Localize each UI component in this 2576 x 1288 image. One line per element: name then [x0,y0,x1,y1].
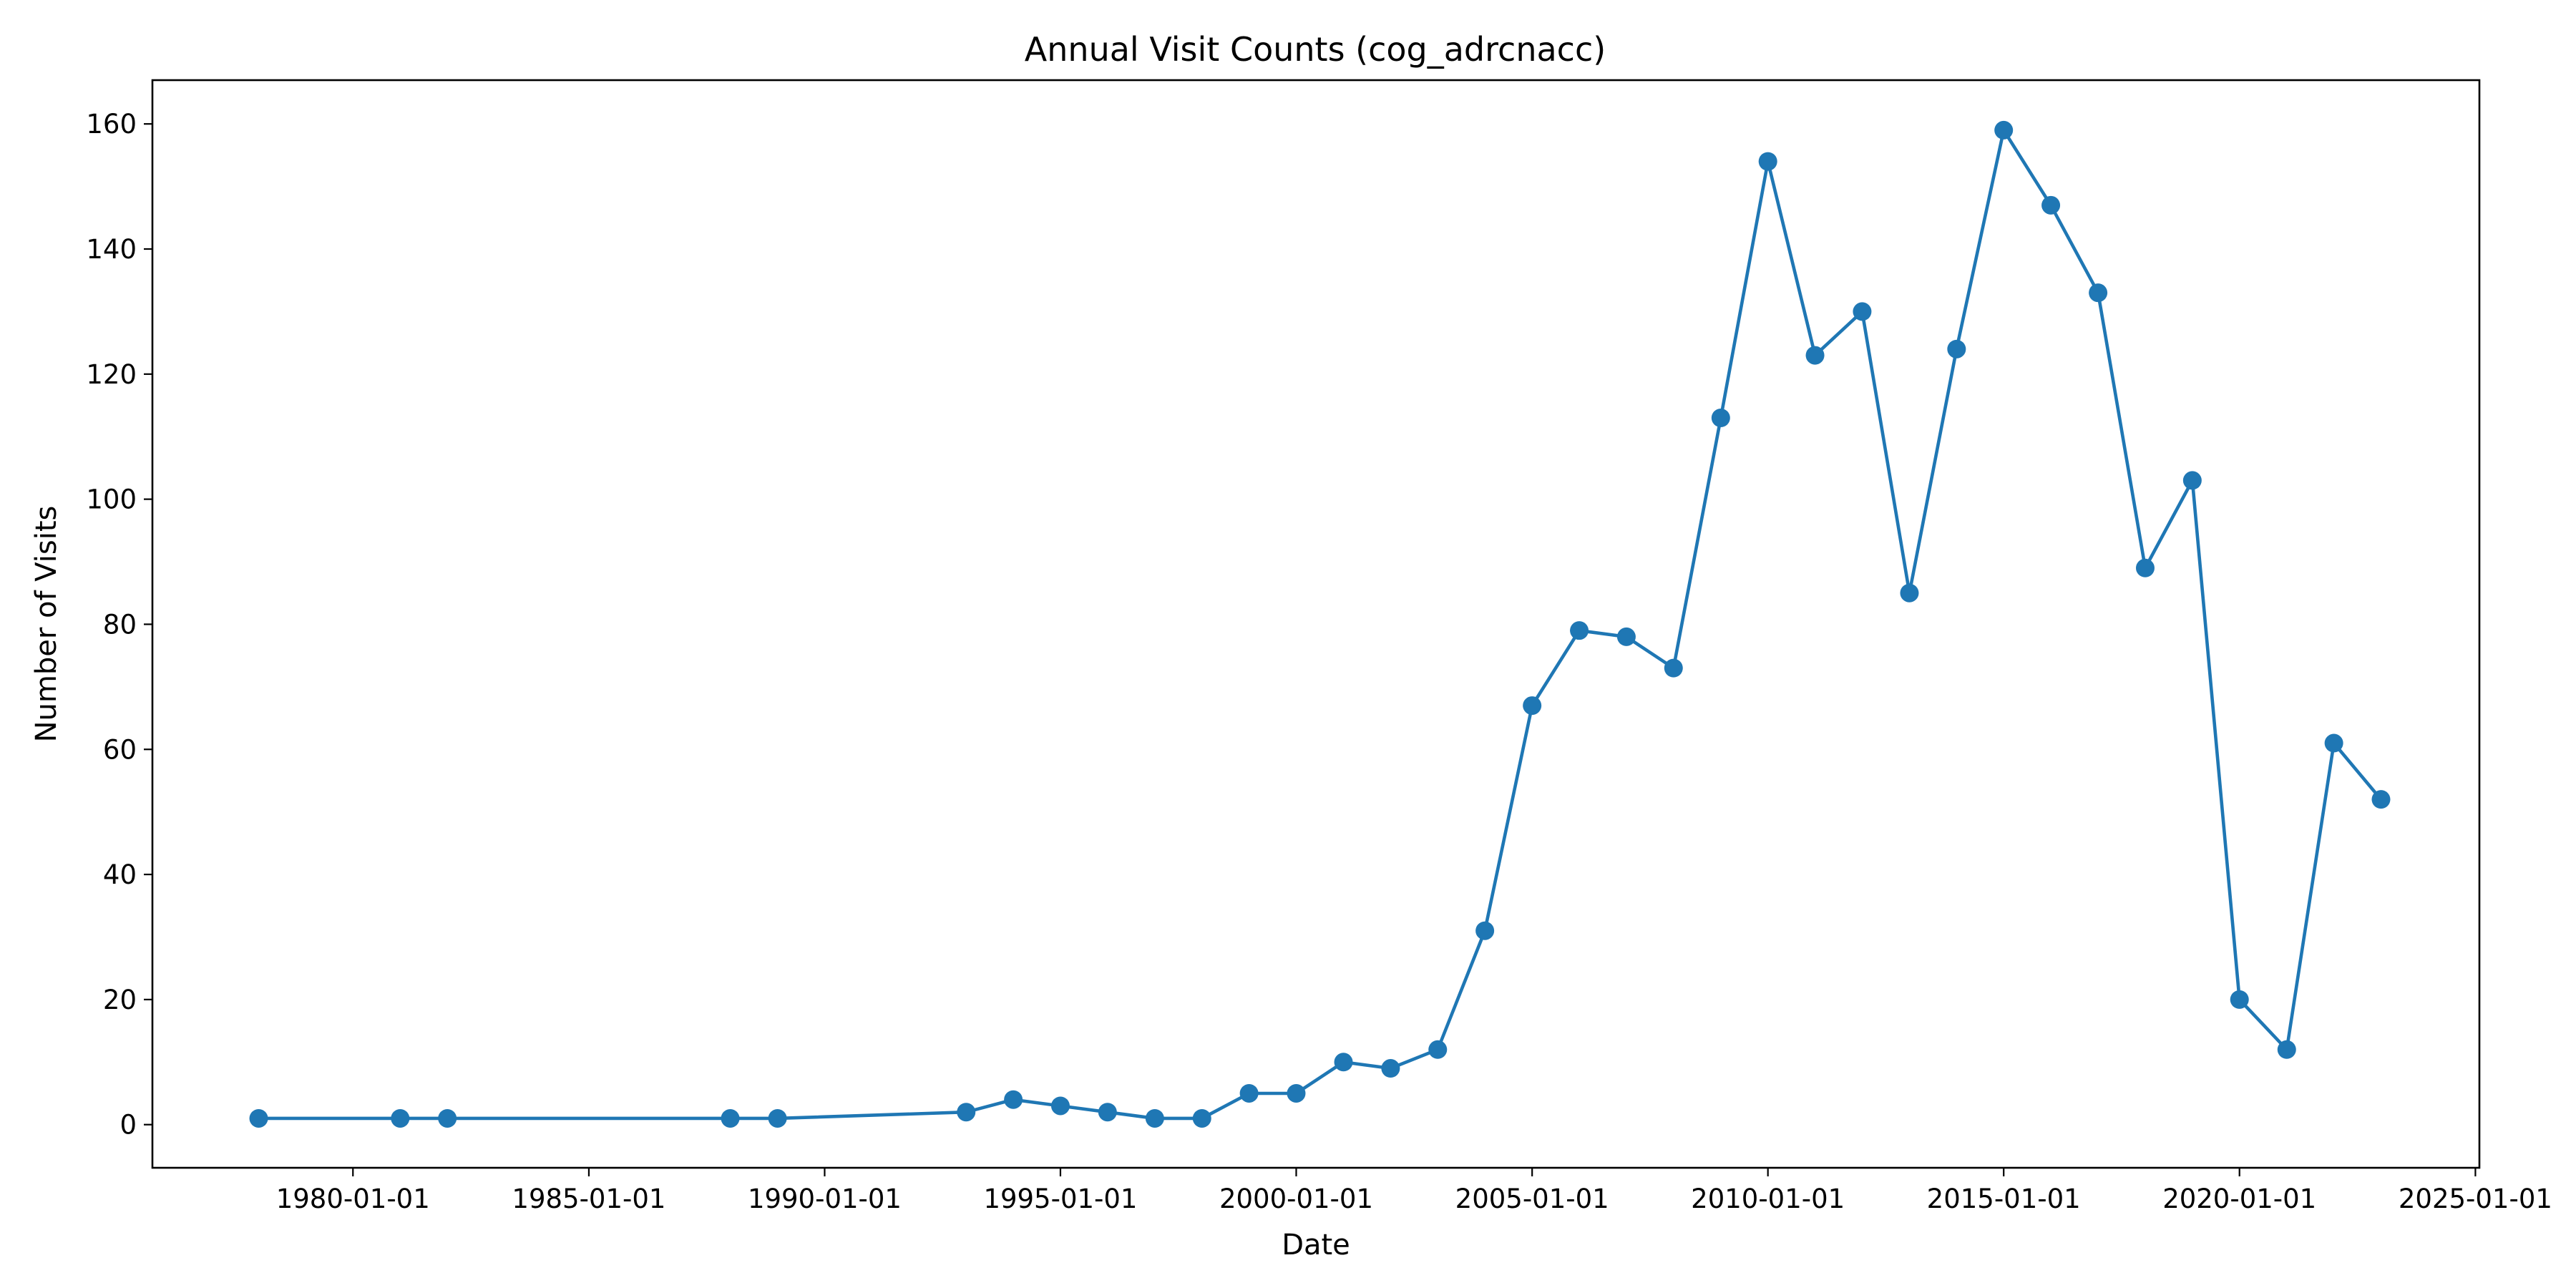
x-axis-ticks: 1980-01-01 1985-01-01 1990-01-01 1995-01-01… [276,1168,2552,1214]
data-point [1994,120,2014,140]
y-tick-label: 160 [86,109,137,140]
x-axis-label: Date [1282,1229,1350,1262]
data-point [391,1108,410,1128]
data-point [1145,1108,1164,1128]
y-tick-label: 120 [86,359,137,390]
data-point [2277,1040,2296,1059]
data-point [1004,1090,1023,1109]
x-tick-label: 1990-01-01 [748,1184,902,1214]
plot-area: 1980-01-01 1985-01-01 1990-01-01 1995-01-01… [86,79,2552,1214]
data-point [1287,1083,1306,1103]
y-tick-label: 40 [103,859,137,890]
data-point [1805,346,1825,365]
chart-title: Annual Visit Counts (cog_adrcnacc) [1025,30,1606,69]
data-point [249,1108,268,1128]
data-point [2089,283,2108,303]
data-point [721,1108,740,1128]
series-layer [249,120,2391,1128]
data-point [1381,1059,1400,1078]
x-tick-label: 1980-01-01 [276,1184,430,1214]
data-point [2041,195,2061,215]
y-tick-label: 60 [103,734,137,765]
y-tick-label: 100 [86,484,137,515]
y-axis-ticks: 0 20 40 60 80 100 120 140 160 [86,109,152,1141]
data-point [1853,302,1872,321]
x-tick-label: 1985-01-01 [512,1184,665,1214]
data-point [2371,790,2391,809]
data-point [2135,558,2155,577]
data-point [2230,990,2249,1009]
data-point [1239,1083,1259,1103]
x-tick-label: 2025-01-01 [2399,1184,2552,1214]
data-point [2182,471,2202,490]
x-tick-label: 2015-01-01 [1927,1184,2081,1214]
data-point [1192,1108,1211,1128]
data-point [1900,583,1919,602]
data-point [1475,921,1495,940]
data-point [1947,339,1966,358]
y-tick-label: 80 [103,609,137,640]
data-point [1758,152,1777,171]
data-point [1334,1053,1353,1072]
data-point [1616,627,1636,646]
data-point [957,1103,976,1122]
x-tick-label: 2005-01-01 [1455,1184,1609,1214]
y-tick-label: 20 [103,985,137,1015]
x-tick-label: 2020-01-01 [2162,1184,2316,1214]
data-point [1664,658,1683,678]
y-axis-label: Number of Visits [30,506,63,743]
data-point [1711,408,1730,427]
data-point [438,1108,457,1128]
data-point [1050,1096,1070,1116]
data-point [1428,1040,1448,1059]
data-point [1098,1103,1117,1122]
x-tick-label: 1995-01-01 [983,1184,1137,1214]
data-point [2324,733,2343,753]
x-tick-label: 2010-01-01 [1691,1184,1845,1214]
data-point [1523,696,1542,716]
x-tick-label: 2000-01-01 [1219,1184,1373,1214]
y-tick-label: 0 [119,1110,137,1141]
data-point [1570,621,1589,640]
y-tick-label: 140 [86,234,137,265]
data-point [768,1108,787,1128]
